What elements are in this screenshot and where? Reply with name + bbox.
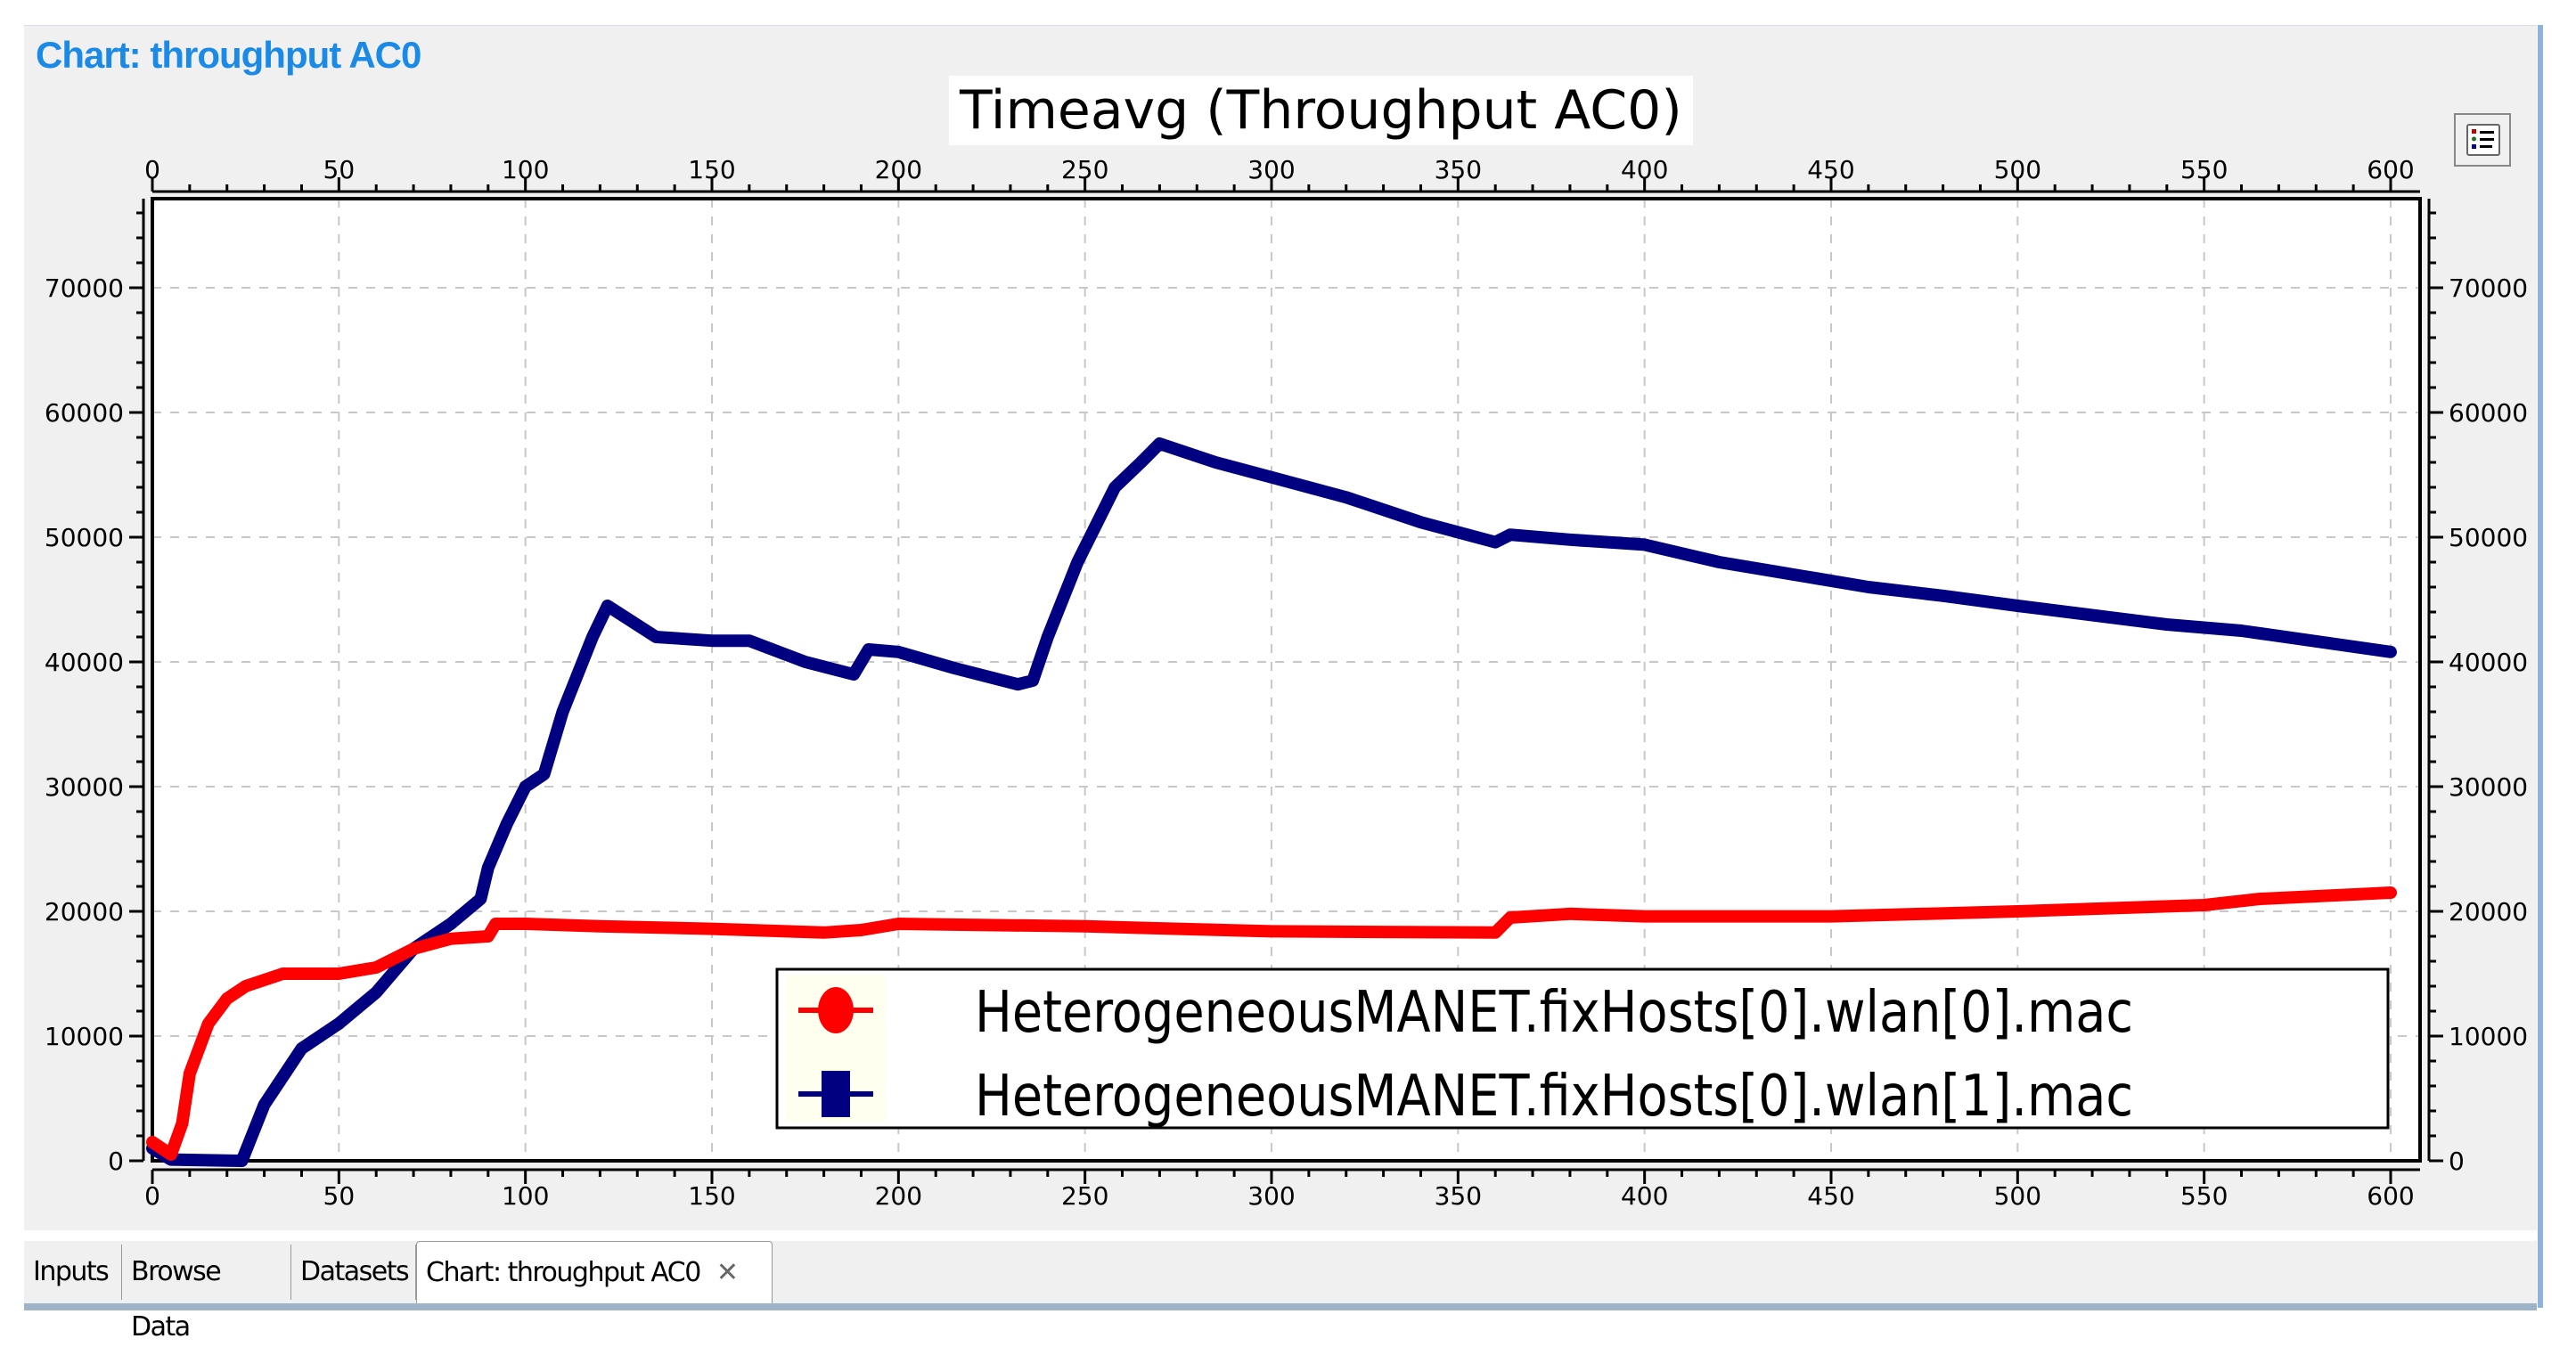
x-tick-label-top: 500 (1994, 155, 2041, 184)
y-tick-label-right: 70000 (2449, 273, 2528, 303)
tab-chart-throughput[interactable]: Chart: throughput AC0 ✕ (416, 1241, 773, 1303)
tab-label: Inputs (33, 1256, 110, 1287)
y-tick-label-left: 40000 (45, 648, 124, 677)
x-tick-label-top: 0 (144, 155, 160, 184)
tab-browse-data[interactable]: Browse Data (122, 1245, 291, 1343)
series-wlan0-line (146, 886, 2397, 1161)
tab-label: Chart: throughput AC0 (426, 1257, 701, 1288)
tab-label: Datasets (300, 1256, 410, 1287)
x-tick-label-bottom: 0 (144, 1181, 160, 1211)
panel-edge (2538, 25, 2543, 1308)
x-tick-label-bottom: 350 (1435, 1181, 1482, 1211)
x-tick-label-bottom: 400 (1621, 1181, 1668, 1211)
x-tick-label-bottom: 200 (875, 1181, 922, 1211)
x-tick-label-bottom: 300 (1247, 1181, 1295, 1211)
tab-datasets[interactable]: Datasets (291, 1245, 416, 1300)
x-tick-label-top: 150 (688, 155, 735, 184)
legend-list-icon (2466, 124, 2500, 156)
x-tick-label-top: 200 (875, 155, 922, 184)
legend-square-marker-icon (822, 1071, 850, 1117)
tab-bar: Inputs Browse Data Datasets Chart: throu… (24, 1241, 2537, 1343)
x-tick-label-bottom: 500 (1994, 1181, 2041, 1211)
x-tick-label-bottom: 100 (502, 1181, 549, 1211)
x-tick-label-top: 300 (1247, 155, 1295, 184)
x-tick-label-bottom: 50 (323, 1181, 356, 1211)
x-tick-label-top: 350 (1435, 155, 1482, 184)
close-icon[interactable]: ✕ (716, 1257, 739, 1288)
legend-label: HeterogeneousMANET.fixHosts[0].wlan[0].m… (975, 980, 2133, 1046)
x-tick-label-bottom: 600 (2367, 1181, 2414, 1211)
legend-toggle-button[interactable] (2454, 113, 2511, 167)
tab-label: Browse Data (131, 1256, 222, 1343)
y-tick-label-right: 20000 (2449, 897, 2528, 926)
y-tick-label-right: 40000 (2449, 648, 2528, 677)
chart-title: Timeavg (Throughput AC0) (949, 76, 1693, 145)
y-tick-label-left: 60000 (45, 398, 124, 428)
x-tick-label-bottom: 450 (1807, 1181, 1854, 1211)
y-tick-label-right: 60000 (2449, 398, 2528, 428)
series-wlan1-line (146, 437, 2397, 1167)
plot-border (151, 197, 2422, 1163)
x-tick-label-bottom: 250 (1061, 1181, 1108, 1211)
y-tick-label-right: 10000 (2449, 1022, 2528, 1051)
legend-label: HeterogeneousMANET.fixHosts[0].wlan[1].m… (975, 1064, 2133, 1130)
y-tick-label-left: 70000 (45, 273, 124, 303)
y-tick-label-right: 50000 (2449, 523, 2528, 552)
y-tick-label-left: 30000 (45, 772, 124, 802)
x-tick-label-top: 550 (2180, 155, 2228, 184)
line-chart: 0050501001001501502002002502503003003503… (45, 155, 2528, 1211)
x-tick-label-top: 600 (2367, 155, 2414, 184)
y-tick-label-left: 0 (108, 1147, 124, 1176)
x-tick-label-top: 50 (323, 155, 356, 184)
x-tick-label-top: 250 (1061, 155, 1108, 184)
y-tick-label-left: 20000 (45, 897, 124, 926)
x-tick-label-top: 450 (1807, 155, 1854, 184)
tab-inputs[interactable]: Inputs (24, 1245, 122, 1300)
chart-heading: Chart: throughput AC0 (36, 34, 421, 76)
legend-circle-marker-icon (818, 987, 854, 1033)
x-tick-label-top: 400 (1621, 155, 1668, 184)
y-tick-label-right: 30000 (2449, 772, 2528, 802)
chart-legend: HeterogeneousMANET.fixHosts[0].wlan[0].m… (775, 967, 2390, 1130)
y-tick-label-left: 50000 (45, 523, 124, 552)
x-tick-label-bottom: 150 (688, 1181, 735, 1211)
y-tick-label-left: 10000 (45, 1022, 124, 1051)
x-tick-label-top: 100 (502, 155, 549, 184)
x-tick-label-bottom: 550 (2180, 1181, 2228, 1211)
y-tick-label-right: 0 (2449, 1147, 2465, 1176)
